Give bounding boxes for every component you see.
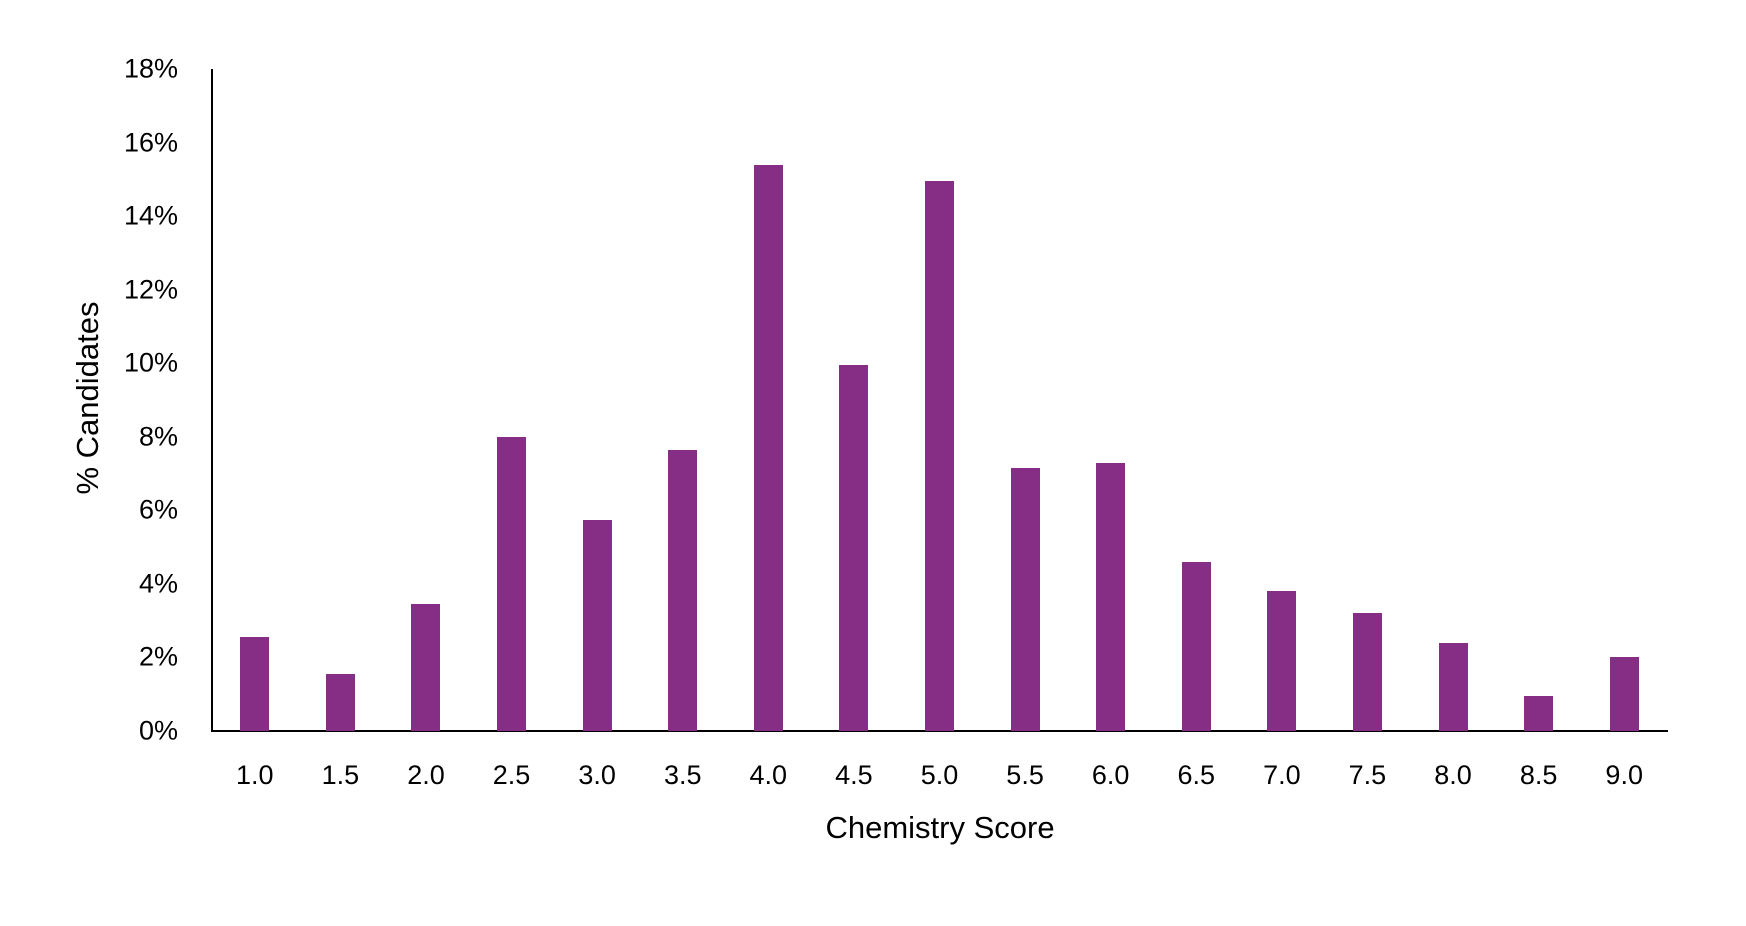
y-tick-label: 0% bbox=[138, 715, 178, 746]
y-axis-title: % Candidates bbox=[70, 301, 105, 495]
x-tick-label: 1.5 bbox=[321, 760, 360, 790]
y-tick-label: 10% bbox=[123, 347, 178, 378]
x-tick-label: 4.0 bbox=[749, 760, 788, 790]
x-tick-label: 5.5 bbox=[1006, 760, 1044, 790]
y-tick-label: 2% bbox=[138, 641, 178, 672]
y-axis-line bbox=[211, 69, 213, 732]
x-tick-label: 3.5 bbox=[663, 760, 702, 790]
x-tick-label: 5.0 bbox=[920, 760, 959, 790]
y-tick-label: 4% bbox=[138, 568, 178, 599]
y-tick-label: 6% bbox=[138, 494, 178, 525]
bar bbox=[1181, 561, 1211, 731]
x-tick-label: 4.5 bbox=[835, 760, 873, 790]
bar bbox=[1352, 613, 1382, 731]
y-tick-label: 16% bbox=[123, 127, 178, 158]
x-tick-label: 3.0 bbox=[578, 760, 616, 790]
x-tick-label: 7.0 bbox=[1263, 760, 1301, 790]
bar bbox=[582, 519, 612, 731]
x-tick-label: 7.5 bbox=[1348, 760, 1387, 790]
bar bbox=[497, 436, 527, 731]
bar bbox=[925, 181, 954, 731]
bar bbox=[1438, 642, 1468, 731]
bar bbox=[325, 673, 355, 731]
x-tick-label: 6.0 bbox=[1091, 760, 1130, 790]
bar bbox=[1096, 462, 1126, 731]
bar bbox=[240, 637, 270, 731]
bar bbox=[411, 604, 441, 731]
bar bbox=[1609, 657, 1639, 731]
x-tick-label: 8.5 bbox=[1519, 760, 1558, 790]
x-tick-label: 8.0 bbox=[1434, 760, 1472, 790]
bar bbox=[1267, 591, 1297, 731]
x-axis-title: Chemistry Score bbox=[825, 810, 1055, 845]
bar bbox=[668, 449, 698, 731]
x-tick-label: 2.0 bbox=[407, 760, 445, 790]
y-tick-label: 14% bbox=[123, 200, 178, 231]
x-tick-label: 6.5 bbox=[1177, 760, 1216, 790]
x-tick-label: 2.5 bbox=[492, 760, 531, 790]
x-axis-line bbox=[211, 730, 1668, 732]
bar bbox=[753, 164, 783, 731]
bar bbox=[1524, 696, 1554, 731]
x-tick-label: 1.0 bbox=[236, 760, 274, 790]
y-tick-label: 12% bbox=[123, 274, 178, 305]
bar bbox=[839, 365, 869, 731]
y-tick-label: 8% bbox=[138, 421, 178, 452]
bar bbox=[1010, 468, 1040, 731]
y-tick-label: 18% bbox=[123, 53, 178, 84]
x-tick-label: 9.0 bbox=[1605, 760, 1643, 790]
